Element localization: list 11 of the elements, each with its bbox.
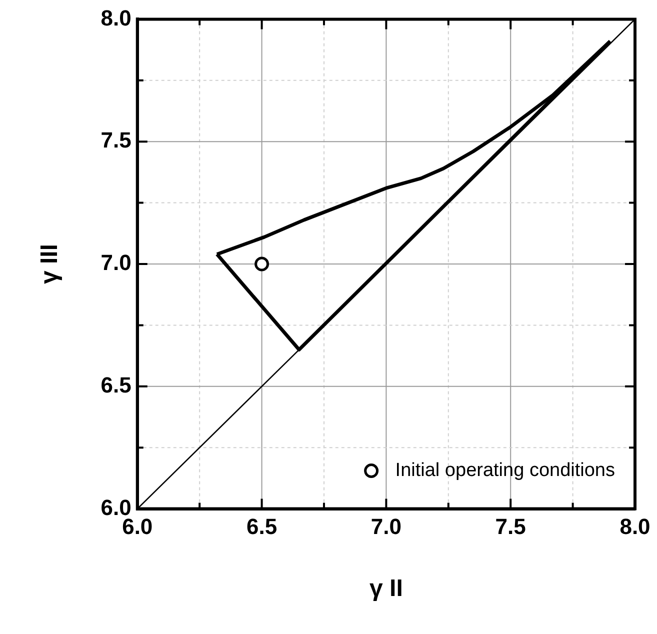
legend-label: Initial operating conditions: [395, 460, 616, 482]
y-tick-label: 7.5: [100, 128, 132, 153]
x-tick-label: 6.5: [246, 514, 278, 540]
x-tick-label: 8.0: [620, 514, 650, 540]
y-tick-label: 7.0: [100, 250, 132, 276]
y-axis-title: γ III: [36, 244, 64, 284]
x-tick-label: 7.0: [370, 514, 402, 540]
y-tick-label: 6.5: [100, 372, 132, 398]
y-tick-label: 8.0: [100, 5, 132, 30]
x-tick-label: 7.5: [495, 514, 526, 540]
x-axis-title: γ II: [370, 575, 403, 602]
